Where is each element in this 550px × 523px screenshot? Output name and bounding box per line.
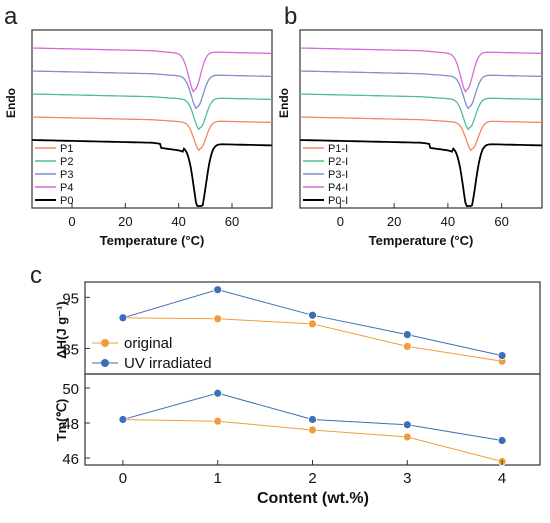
legend-label-uv-irradiated: UV irradiated (124, 355, 212, 372)
dsc-curve-p1 (32, 116, 272, 152)
x-tick-label: 0 (119, 470, 127, 487)
data-point-original (308, 425, 317, 435)
data-point-uv-irradiated (308, 310, 317, 320)
data-point-original (402, 432, 412, 442)
data-point-original (213, 416, 223, 426)
legend-label-p2-i: P2-I (328, 156, 348, 168)
dsc-curve-p1-i (300, 116, 542, 152)
data-point-uv-irradiated (308, 415, 317, 424)
dsc-curve-p0 (32, 139, 272, 207)
x-tick-label: 0 (68, 214, 75, 229)
legend-label-p1: P1 (60, 143, 73, 155)
x-tick-label: 60 (225, 214, 239, 229)
y-tick-label: 95 (62, 290, 79, 307)
y-axis-title-dh: ΔH(J g⁻¹) (54, 301, 69, 358)
x-tick-label: 3 (403, 470, 411, 487)
dsc-curve-p4 (32, 47, 272, 93)
endo-label-b: Endo (277, 88, 291, 118)
dsc-curve-p2 (32, 93, 272, 131)
legend-label-p3-i: P3-I (328, 169, 348, 181)
x-tick-label: 0 (337, 214, 344, 229)
panel-letter-b: b (284, 3, 297, 30)
data-point-uv-irradiated (497, 351, 507, 361)
dsc-curve-p3-i (300, 70, 542, 110)
x-axis-title-c: Content (wt.%) (257, 490, 369, 507)
panel-letter-a: a (4, 3, 18, 30)
legend-label-original: original (124, 335, 172, 352)
x-tick-label: 2 (308, 470, 316, 487)
y-tick-label: 48 (62, 416, 79, 433)
x-tick-label: 4 (498, 470, 506, 487)
data-point-original (308, 319, 317, 329)
panel-a-frame (31, 29, 273, 209)
data-point-uv-irradiated (402, 330, 412, 340)
data-point-uv-irradiated (402, 420, 412, 430)
x-tick-label: 20 (387, 214, 401, 229)
legend-label-p3: P3 (60, 169, 73, 181)
endo-label-a: Endo (4, 88, 18, 118)
data-point-uv-irradiated (213, 285, 223, 295)
y-tick-label: 50 (62, 381, 79, 398)
legend-label-p4-i: P4-I (328, 182, 348, 194)
dsc-curve-p0-i (300, 139, 542, 207)
legend-label-p4: P4 (60, 182, 73, 194)
data-point-uv-irradiated (118, 313, 128, 323)
legend-label-p2: P2 (60, 156, 73, 168)
y-tick-label: 85 (62, 341, 79, 358)
x-axis-title-b: Temperature (°C) (369, 233, 474, 248)
panel-b-frame (299, 29, 543, 209)
panel-b: Endo 0 20 40 60 P1-IP2-IP3-IP4-IP0-I Temper… (277, 29, 543, 248)
data-point-uv-irradiated (497, 436, 507, 445)
x-tick-label: 1 (214, 470, 222, 487)
legend-marker-uv-irradiated (101, 359, 109, 367)
y-axis-title-tm: Tm(℃) (54, 399, 69, 442)
dsc-curve-p4-i (300, 47, 542, 94)
x-tick-label: 40 (441, 214, 455, 229)
x-tick-label: 20 (118, 214, 132, 229)
dsc-curve-p3 (32, 70, 272, 110)
data-point-original (213, 314, 223, 324)
x-tick-label: 40 (171, 214, 185, 229)
data-point-uv-irradiated (213, 388, 223, 398)
panel-letter-c: c (30, 262, 42, 289)
legend-label-p1-i: P1-I (328, 143, 348, 155)
x-tick-label: 60 (494, 214, 508, 229)
legend-marker-original (101, 339, 109, 347)
x-axis-title-a: Temperature (°C) (100, 233, 205, 248)
legend-label-p0-i: P0-I (328, 195, 348, 207)
y-tick-label: 46 (62, 451, 79, 468)
legend-label-p0: P0 (60, 195, 73, 207)
data-point-uv-irradiated (118, 415, 128, 424)
dsc-curve-p2-i (300, 93, 542, 131)
data-point-original (402, 341, 412, 351)
